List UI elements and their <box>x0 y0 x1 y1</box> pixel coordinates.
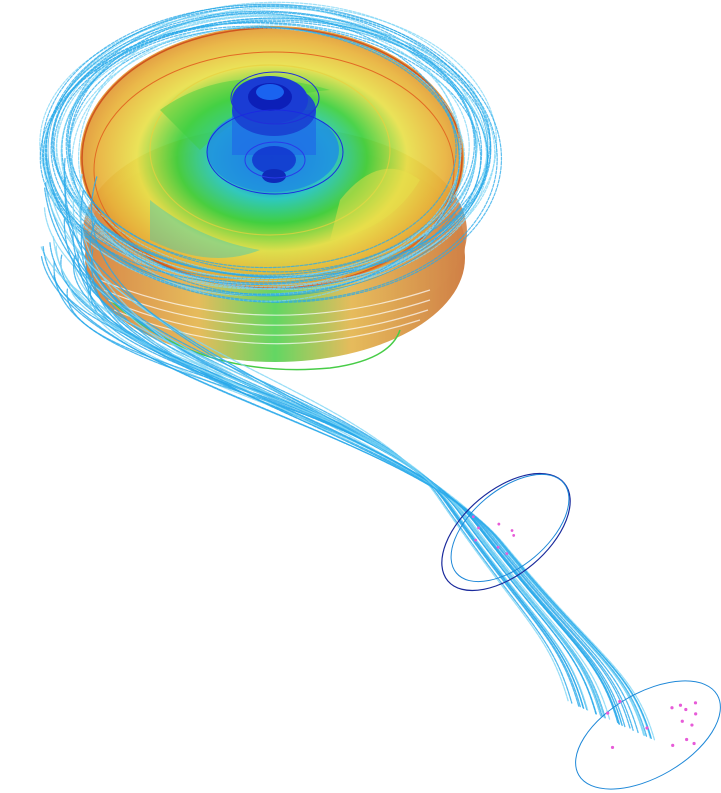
seed-point <box>512 534 516 537</box>
swirl-streamline <box>69 26 457 269</box>
casing-outline <box>47 3 489 297</box>
seed-points <box>471 515 698 750</box>
seed-point <box>477 526 480 530</box>
seed-point <box>606 711 610 715</box>
outlet-streamline <box>46 192 645 736</box>
seed-point <box>678 703 683 707</box>
outlet-ring-upper <box>441 472 571 592</box>
outlet-streamline <box>52 236 589 711</box>
seed-point <box>645 726 649 730</box>
swirl-streamline <box>50 11 477 284</box>
swirl-streamline <box>61 17 475 276</box>
seed-point <box>684 707 688 712</box>
seed-point <box>671 743 675 747</box>
outlet-streamline <box>42 246 648 737</box>
seed-point <box>474 538 478 542</box>
seed-point <box>692 741 696 746</box>
seed-point <box>510 529 514 532</box>
seed-point <box>693 701 698 705</box>
seed-point <box>497 522 501 526</box>
impeller-hub <box>206 71 344 195</box>
seed-point <box>690 723 694 727</box>
seed-point <box>618 699 622 704</box>
seed-point <box>496 545 500 549</box>
swirl-streamline <box>71 18 462 290</box>
swirl-streamline <box>78 6 461 302</box>
swirl-streamline <box>67 24 470 280</box>
streamlines <box>39 1 656 741</box>
seed-point <box>505 552 509 556</box>
seed-point <box>680 719 684 723</box>
outlet-ring-lower <box>575 680 721 790</box>
swirl-streamline <box>41 4 503 303</box>
seed-point <box>670 706 674 710</box>
seed-point <box>610 745 615 750</box>
seed-point <box>471 515 475 519</box>
swirl-streamline <box>44 10 483 295</box>
seed-point <box>694 712 698 716</box>
swirl-streamline <box>68 12 460 296</box>
seed-point <box>685 737 689 742</box>
swirl-streamline <box>39 19 492 285</box>
